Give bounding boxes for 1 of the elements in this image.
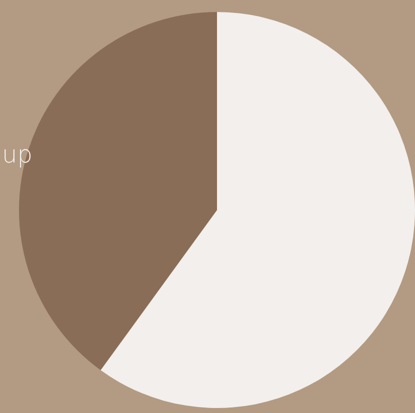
slice-label: up — [2, 140, 32, 169]
